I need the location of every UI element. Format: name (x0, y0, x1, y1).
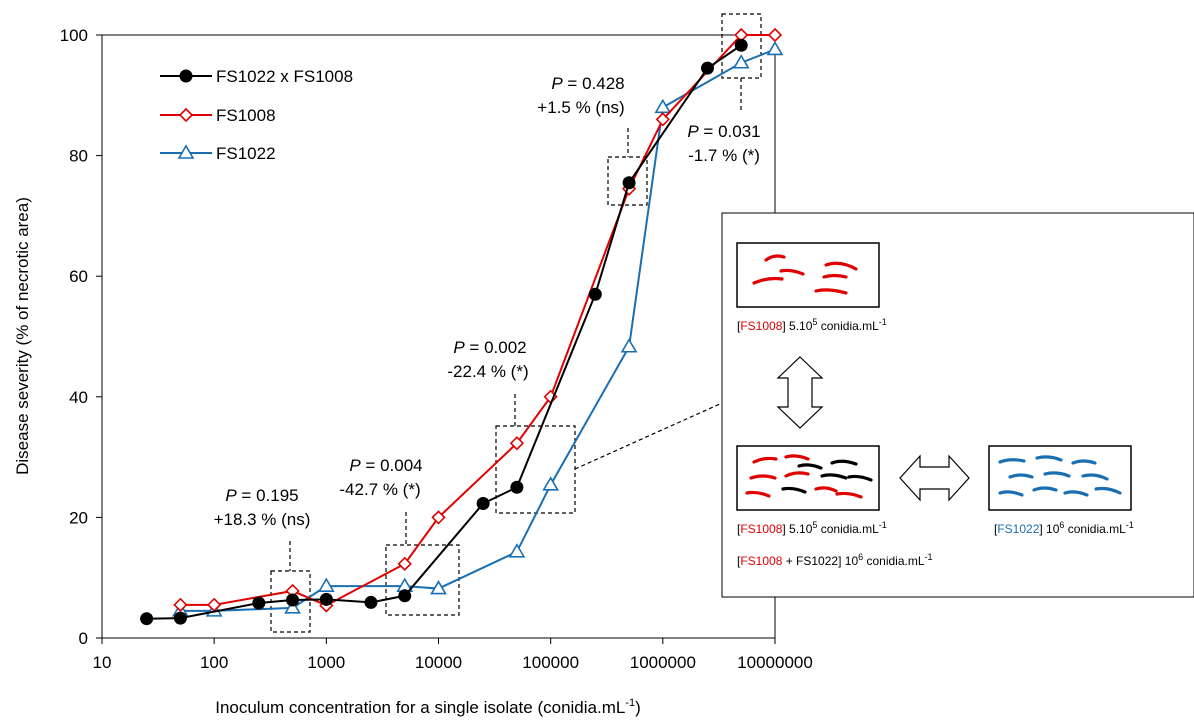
svg-text:P = 0.031: P = 0.031 (687, 122, 760, 141)
data-point (508, 543, 526, 558)
inset-panel: [FS1008] 5.105 conidia.mL-1 [FS1008] 5.1… (721, 212, 1194, 598)
data-point (398, 589, 412, 603)
series-line (180, 48, 776, 612)
data-point (767, 27, 783, 43)
data-point (476, 497, 490, 511)
data-point (620, 338, 638, 353)
svg-text:+18.3 % (ns): +18.3 % (ns) (214, 510, 311, 529)
data-point (734, 38, 748, 52)
series-fs1022-x-fs1008 (140, 38, 748, 626)
data-point (431, 510, 446, 525)
legend-label-fs1008: FS1008 (216, 106, 276, 125)
data-point (286, 593, 300, 607)
x-tick-label: 10000000 (737, 653, 813, 672)
conidia-blue (998, 455, 1122, 497)
x-tick-label: 1000 (307, 653, 345, 672)
x-axis-title: Inoculum concentration for a single isol… (215, 697, 641, 717)
legend-item-fs1008: FS1008 (160, 106, 276, 125)
svg-text:-42.7 % (*): -42.7 % (*) (339, 480, 420, 499)
x-tick-label: 10 (93, 653, 112, 672)
legend-item-cross: FS1022 x FS1008 (160, 67, 353, 86)
legend-label-cross: FS1022 x FS1008 (216, 67, 353, 86)
legend-marker-triangle (177, 144, 195, 159)
svg-text:P = 0.195: P = 0.195 (225, 486, 298, 505)
y-axis-title: Disease severity (% of necrotic area) (13, 197, 32, 475)
data-point (542, 476, 560, 491)
data-point (317, 577, 335, 592)
annotation-500000: P = 0.428 +1.5 % (ns) (537, 74, 624, 117)
conidia-red-top (752, 254, 858, 295)
label-fs1022: [FS1022] 106 conidia.mL-1 (994, 520, 1134, 536)
data-point (510, 480, 524, 494)
y-tick-label: 20 (69, 508, 88, 527)
x-tick-label: 100 (200, 653, 228, 672)
label-mixture: [FS1008 + FS1022] 106 conidia.mL-1 (737, 552, 933, 568)
legend-marker-circle (179, 69, 193, 83)
annotation-500: P = 0.195 +18.3 % (ns) (214, 486, 311, 529)
double-arrow-vertical (776, 356, 824, 429)
data-point (397, 556, 412, 571)
highlight-box-500000 (607, 156, 648, 206)
data-point (284, 599, 301, 614)
y-tick-label: 100 (60, 26, 88, 45)
annotation-boxes (270, 13, 762, 633)
series-line (180, 34, 775, 607)
culture-box-fs1008 (736, 242, 880, 308)
axis-ticks: 10 100 1000 10000 100000 1000000 10000000 0 20 40… (60, 26, 813, 672)
x-tick-label: 1000000 (630, 653, 696, 672)
label-fs1008-top: [FS1008] 5.105 conidia.mL-1 (737, 317, 887, 333)
data-point (509, 436, 525, 451)
legend-label-fs1022: FS1022 (216, 144, 276, 163)
legend: FS1022 x FS1008 FS1008 FS1022 (160, 67, 353, 163)
data-point (173, 611, 187, 625)
svg-text:P = 0.428: P = 0.428 (551, 74, 624, 93)
series-layer (140, 27, 784, 626)
y-tick-label: 60 (69, 267, 88, 286)
plot-area (101, 34, 776, 639)
conidia-mixed-red (745, 454, 863, 499)
data-point (700, 61, 714, 75)
svg-text:P = 0.002: P = 0.002 (453, 338, 526, 357)
data-point (654, 98, 672, 114)
data-point (655, 112, 670, 127)
data-point (140, 612, 154, 626)
legend-item-fs1022: FS1022 (160, 144, 276, 163)
legend-marker-diamond (178, 107, 194, 123)
data-point (588, 287, 602, 301)
data-point (622, 176, 636, 190)
data-point (430, 579, 447, 595)
double-arrow-horizontal (899, 454, 970, 502)
x-tick-label: 10000 (415, 653, 462, 672)
data-point (173, 597, 188, 612)
annotation-50000: P = 0.002 -22.4 % (*) (447, 338, 528, 381)
data-point (319, 592, 333, 606)
annotation-5000000: P = 0.031 -1.7 % (*) (687, 122, 760, 165)
svg-text:+1.5 % (ns): +1.5 % (ns) (537, 98, 624, 117)
label-fs1008-mixed: [FS1008] 5.105 conidia.mL-1 (737, 520, 887, 536)
svg-text:-22.4 % (*): -22.4 % (*) (447, 362, 528, 381)
x-tick-label: 100000 (522, 653, 579, 672)
svg-text:P = 0.004: P = 0.004 (349, 456, 422, 475)
inset-connector (574, 402, 723, 470)
highlight-box-5000 (385, 544, 460, 616)
data-point (364, 595, 378, 609)
data-point (766, 40, 784, 56)
y-tick-label: 40 (69, 388, 88, 407)
y-tick-label: 0 (79, 629, 88, 648)
data-point (252, 596, 266, 610)
annotation-5000: P = 0.004 -42.7 % (*) (339, 456, 422, 499)
series-line (146, 44, 742, 620)
y-tick-label: 80 (69, 147, 88, 166)
data-point (732, 54, 750, 69)
svg-text:-1.7 % (*): -1.7 % (*) (688, 146, 760, 165)
conidia-mixed-black (781, 459, 873, 494)
data-point (207, 597, 222, 612)
